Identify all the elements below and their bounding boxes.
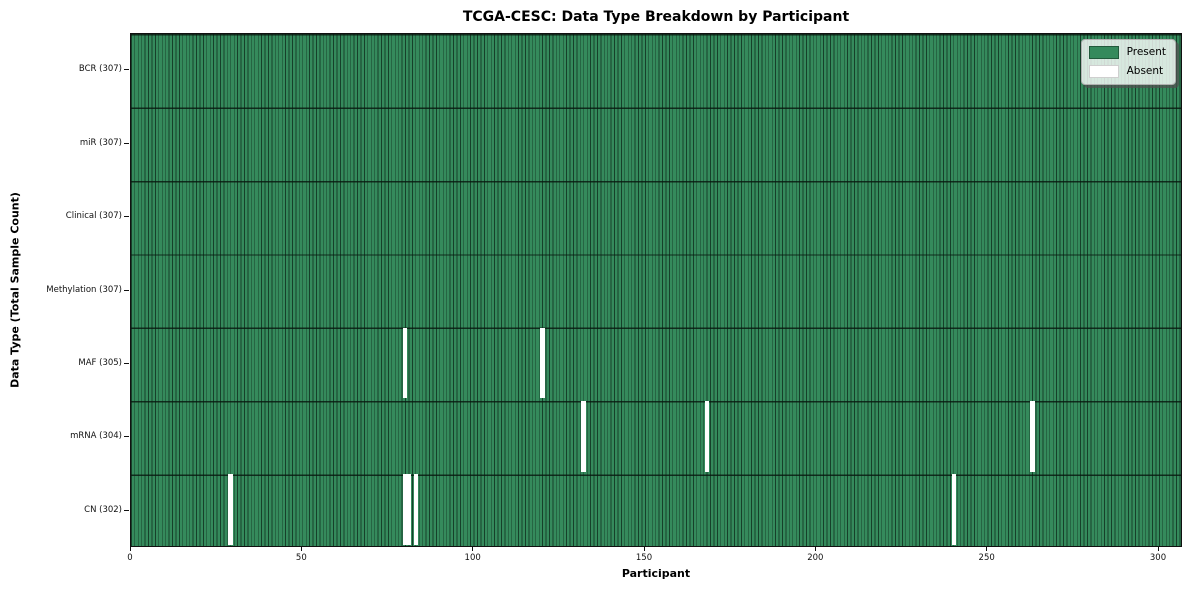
x-tick-label: 0	[127, 553, 133, 563]
y-tick-label: CN (302)	[84, 504, 122, 515]
absent-cell	[406, 474, 411, 546]
absent-cell	[704, 400, 709, 472]
legend: Present Absent	[1080, 39, 1176, 85]
y-tick-label: miR (307)	[79, 137, 122, 148]
absent-cell	[1030, 400, 1035, 472]
x-tick-mark	[814, 547, 816, 551]
absent-cell	[403, 327, 408, 399]
absent-cell	[413, 474, 418, 546]
y-tick-label: MAF (305)	[78, 357, 122, 368]
absent-cell	[540, 327, 545, 399]
absent-cell	[951, 474, 956, 546]
y-tick-label: Methylation (307)	[46, 284, 122, 295]
y-tick-mark	[124, 216, 129, 218]
y-tick-mark	[124, 69, 129, 71]
legend-label: Absent	[1126, 65, 1164, 77]
y-tick-mark	[124, 509, 129, 511]
absent-cell	[403, 474, 408, 546]
x-tick-label: 300	[1149, 553, 1167, 563]
y-tick-label: BCR (307)	[78, 64, 122, 75]
x-tick-mark	[300, 547, 302, 551]
x-tick-label: 150	[635, 553, 653, 563]
x-axis-label: Participant	[621, 567, 691, 580]
x-tick-mark	[986, 547, 988, 551]
y-tick-mark	[124, 436, 129, 438]
legend-label: Present	[1126, 46, 1166, 58]
x-tick-mark	[129, 547, 131, 551]
legend-swatch-present	[1088, 46, 1119, 59]
y-tick-label: mRNA (304)	[70, 431, 122, 442]
x-tick-mark	[1157, 547, 1159, 551]
x-tick-label: 50	[295, 553, 307, 563]
y-tick-label: Clinical (307)	[65, 211, 122, 222]
plot-area: Present Absent	[130, 33, 1182, 547]
x-tick-mark	[643, 547, 645, 551]
legend-swatch-absent	[1088, 65, 1119, 78]
absent-cell	[228, 474, 233, 546]
chart-title: TCGA-CESC: Data Type Breakdown by Partic…	[462, 9, 850, 25]
x-tick-label: 250	[978, 553, 995, 563]
x-tick-mark	[472, 547, 474, 551]
y-tick-mark	[124, 362, 129, 364]
x-tick-label: 100	[464, 553, 481, 563]
y-tick-mark	[124, 142, 129, 144]
absent-cell	[581, 400, 586, 472]
x-tick-label: 200	[807, 553, 824, 563]
legend-item: Present	[1088, 46, 1166, 59]
legend-item: Absent	[1088, 65, 1166, 78]
y-tick-mark	[124, 289, 129, 291]
